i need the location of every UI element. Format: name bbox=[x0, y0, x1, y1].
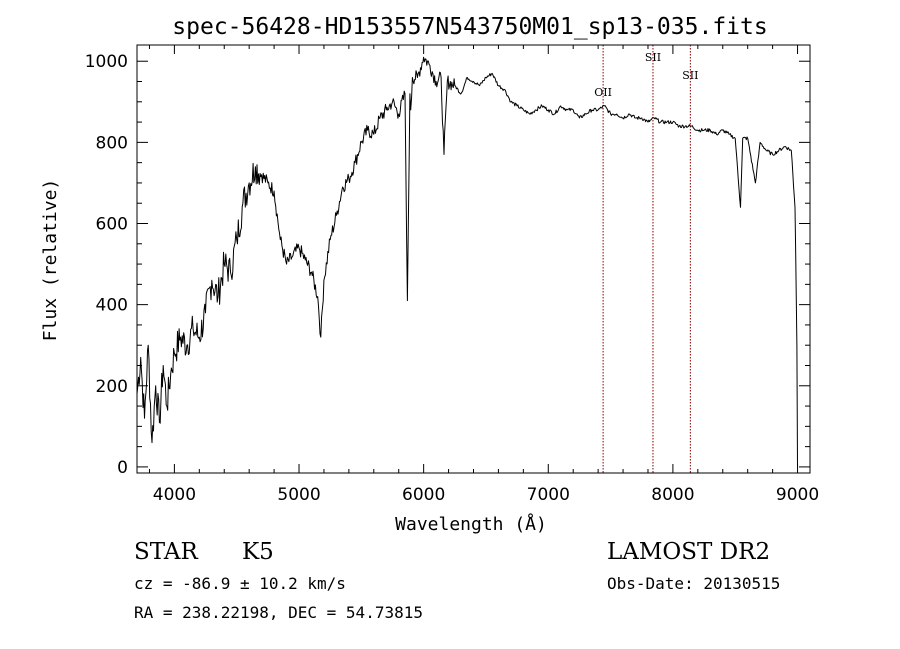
x-tick-label: 4000 bbox=[153, 485, 196, 505]
emission-line-label: SII bbox=[682, 69, 698, 82]
emission-line-label: OII bbox=[594, 86, 612, 99]
obs-date-label: Obs-Date: 20130515 bbox=[607, 574, 781, 593]
x-tick-label: 8000 bbox=[651, 485, 694, 505]
cz-label: cz = -86.9 ± 10.2 km/s bbox=[134, 574, 346, 593]
coords-label: RA = 238.22198, DEC = 54.73815 bbox=[134, 603, 423, 622]
y-tick-label: 400 bbox=[96, 296, 128, 316]
subclass-label: K5 bbox=[242, 539, 274, 565]
spectrum-line bbox=[136, 56, 798, 467]
x-axis-label: Wavelength (Å) bbox=[395, 513, 547, 535]
y-tick-label: 200 bbox=[96, 377, 128, 397]
class-label: STAR bbox=[134, 539, 198, 565]
x-tick-label: 9000 bbox=[776, 485, 819, 505]
survey-label: LAMOST DR2 bbox=[607, 539, 771, 565]
plot-frame bbox=[136, 44, 811, 474]
y-tick-label: 0 bbox=[117, 458, 128, 478]
x-tick-label: 7000 bbox=[527, 485, 570, 505]
emission-line-label: SII bbox=[645, 51, 661, 64]
y-axis-label: Flux (relative) bbox=[40, 179, 61, 342]
y-tick-label: 800 bbox=[96, 133, 128, 153]
chart-title: spec-56428-HD153557N543750M01_sp13-035.f… bbox=[172, 14, 767, 40]
x-tick-label: 5000 bbox=[277, 485, 320, 505]
y-tick-label: 600 bbox=[96, 215, 128, 235]
y-tick-label: 1000 bbox=[85, 52, 128, 72]
x-tick-label: 6000 bbox=[402, 485, 445, 505]
